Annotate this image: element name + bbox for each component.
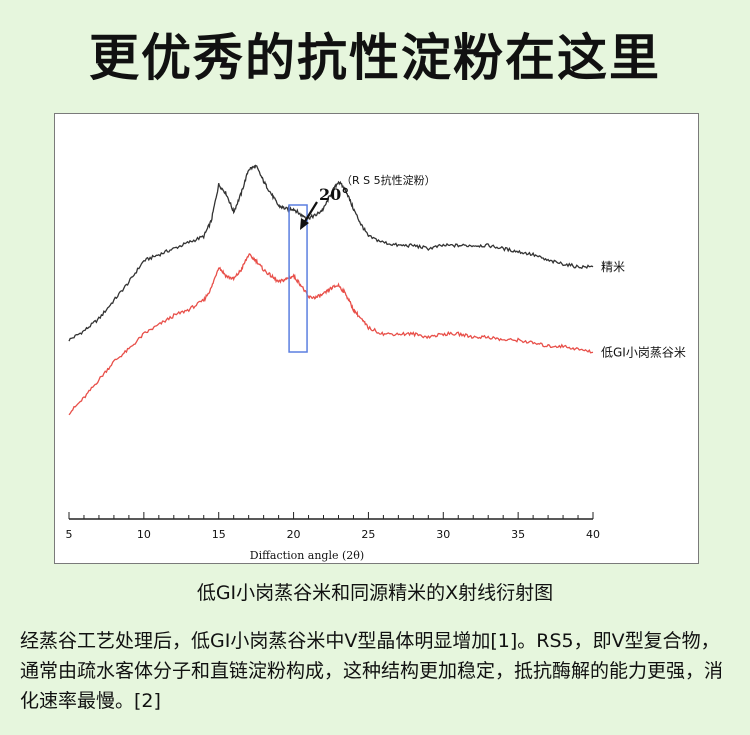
x-tick-label: 35 — [511, 528, 525, 541]
annotation-arrow-shaft — [303, 201, 318, 224]
x-tick-label: 30 — [436, 528, 450, 541]
x-tick-label: 25 — [361, 528, 375, 541]
body-paragraph: 经蒸谷工艺处理后，低GI小岗蒸谷米中V型晶体明显增加[1]。RS5，即V型复合物… — [20, 630, 724, 712]
annotation-angle-label: 20° — [319, 185, 349, 204]
annotation-note: （R S 5抗性淀粉） — [341, 173, 436, 187]
x-tick-label: 40 — [586, 528, 600, 541]
highlight-box — [288, 204, 308, 353]
x-tick-label: 10 — [137, 528, 151, 541]
xrd-chart: 精米低GI小岗蒸谷米 20° （R S 5抗性淀粉） 5 10 15 20 25 30 35 40 D… — [54, 113, 699, 564]
series-line-1 — [68, 253, 594, 416]
chart-caption: 低GI小岗蒸谷米和同源精米的X射线衍射图 — [196, 582, 554, 604]
series-label-1: 低GI小岗蒸谷米 — [601, 345, 686, 359]
series-label-0: 精米 — [601, 260, 625, 274]
annotation-arrow-head — [300, 218, 309, 230]
x-tick-label: 5 — [66, 528, 73, 541]
x-tick-label: 20 — [287, 528, 301, 541]
headline: 更优秀的抗性淀粉在这里 — [89, 29, 661, 87]
x-tick-label: 15 — [212, 528, 226, 541]
x-axis-label: Diffaction angle (2θ) — [250, 549, 364, 562]
